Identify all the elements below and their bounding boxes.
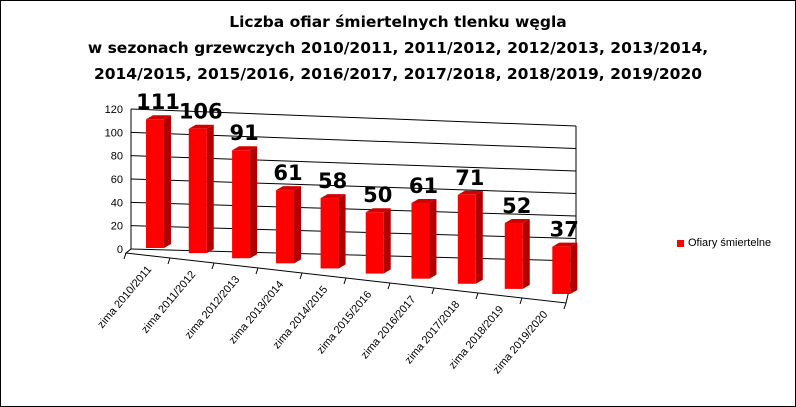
legend-swatch bbox=[677, 239, 684, 247]
bar-top bbox=[232, 146, 258, 151]
bar-side bbox=[570, 242, 578, 294]
bar-side bbox=[475, 190, 483, 284]
bar-side bbox=[206, 124, 214, 254]
bar-top bbox=[411, 199, 437, 204]
bar-side bbox=[338, 194, 346, 269]
y-tick-label: 60 bbox=[111, 174, 123, 186]
chart-title-line-3: 2014/2015, 2015/2016, 2016/2017, 2017/20… bbox=[93, 65, 703, 83]
legend: Ofiary śmiertelne bbox=[677, 237, 771, 249]
y-tick-label: 120 bbox=[105, 104, 123, 116]
x-tick bbox=[563, 302, 567, 310]
x-tick bbox=[519, 297, 523, 305]
x-tick bbox=[387, 282, 391, 290]
y-tick-label: 0 bbox=[117, 244, 123, 256]
y-tick-label: 20 bbox=[111, 221, 123, 233]
bar bbox=[232, 150, 251, 259]
data-label: 61 bbox=[273, 161, 302, 185]
data-label: 52 bbox=[502, 194, 531, 218]
bar bbox=[320, 198, 339, 269]
data-label: 91 bbox=[229, 121, 258, 145]
bar bbox=[365, 212, 384, 274]
bar-top bbox=[146, 115, 171, 120]
bar-side bbox=[164, 115, 171, 249]
bar-top bbox=[552, 242, 578, 247]
bar bbox=[411, 203, 430, 279]
bar-top bbox=[504, 219, 530, 224]
bar bbox=[552, 246, 571, 294]
bar-side bbox=[250, 146, 258, 259]
bar-top bbox=[276, 186, 302, 191]
x-tick bbox=[299, 272, 303, 280]
bar-top bbox=[188, 124, 214, 129]
bar-side bbox=[429, 199, 437, 279]
bar-side bbox=[383, 208, 391, 274]
y-tick-label: 80 bbox=[111, 151, 123, 163]
gridline bbox=[130, 108, 577, 127]
legend-label: Ofiary śmiertelne bbox=[688, 237, 772, 249]
x-tick bbox=[123, 252, 127, 260]
bar bbox=[504, 223, 523, 289]
x-tick bbox=[343, 277, 347, 285]
data-label: 61 bbox=[409, 174, 438, 198]
y-tick bbox=[126, 109, 131, 111]
bar bbox=[276, 190, 295, 264]
y-tick bbox=[126, 156, 131, 158]
bar bbox=[146, 119, 164, 249]
data-label: 37 bbox=[550, 218, 579, 242]
y-tick bbox=[126, 132, 131, 134]
data-label: 71 bbox=[455, 166, 484, 190]
bar-top bbox=[320, 194, 346, 199]
bar-top bbox=[457, 190, 483, 195]
y-tick-label: 100 bbox=[105, 127, 123, 139]
x-tick bbox=[475, 292, 479, 300]
bar-top bbox=[365, 208, 391, 213]
y-tick bbox=[126, 226, 131, 228]
x-tick bbox=[211, 262, 215, 270]
chart-title-line-2: w sezonach grzewczych 2010/2011, 2011/20… bbox=[87, 39, 709, 57]
data-label: 58 bbox=[318, 169, 347, 193]
chart-title-line-1: Liczba ofiar śmiertelnych tlenku węgla bbox=[229, 13, 567, 31]
y-tick bbox=[126, 202, 131, 204]
bar bbox=[457, 194, 476, 284]
bar-side bbox=[522, 219, 530, 289]
y-tick bbox=[126, 179, 131, 181]
data-label: 50 bbox=[363, 183, 392, 207]
data-label: 111 bbox=[136, 90, 180, 114]
data-label: 106 bbox=[179, 100, 223, 124]
x-tick bbox=[167, 257, 171, 265]
y-tick-label: 40 bbox=[111, 197, 123, 209]
x-tick bbox=[255, 267, 259, 275]
x-tick bbox=[431, 287, 435, 295]
bar-side bbox=[294, 186, 302, 264]
bar bbox=[188, 128, 207, 254]
